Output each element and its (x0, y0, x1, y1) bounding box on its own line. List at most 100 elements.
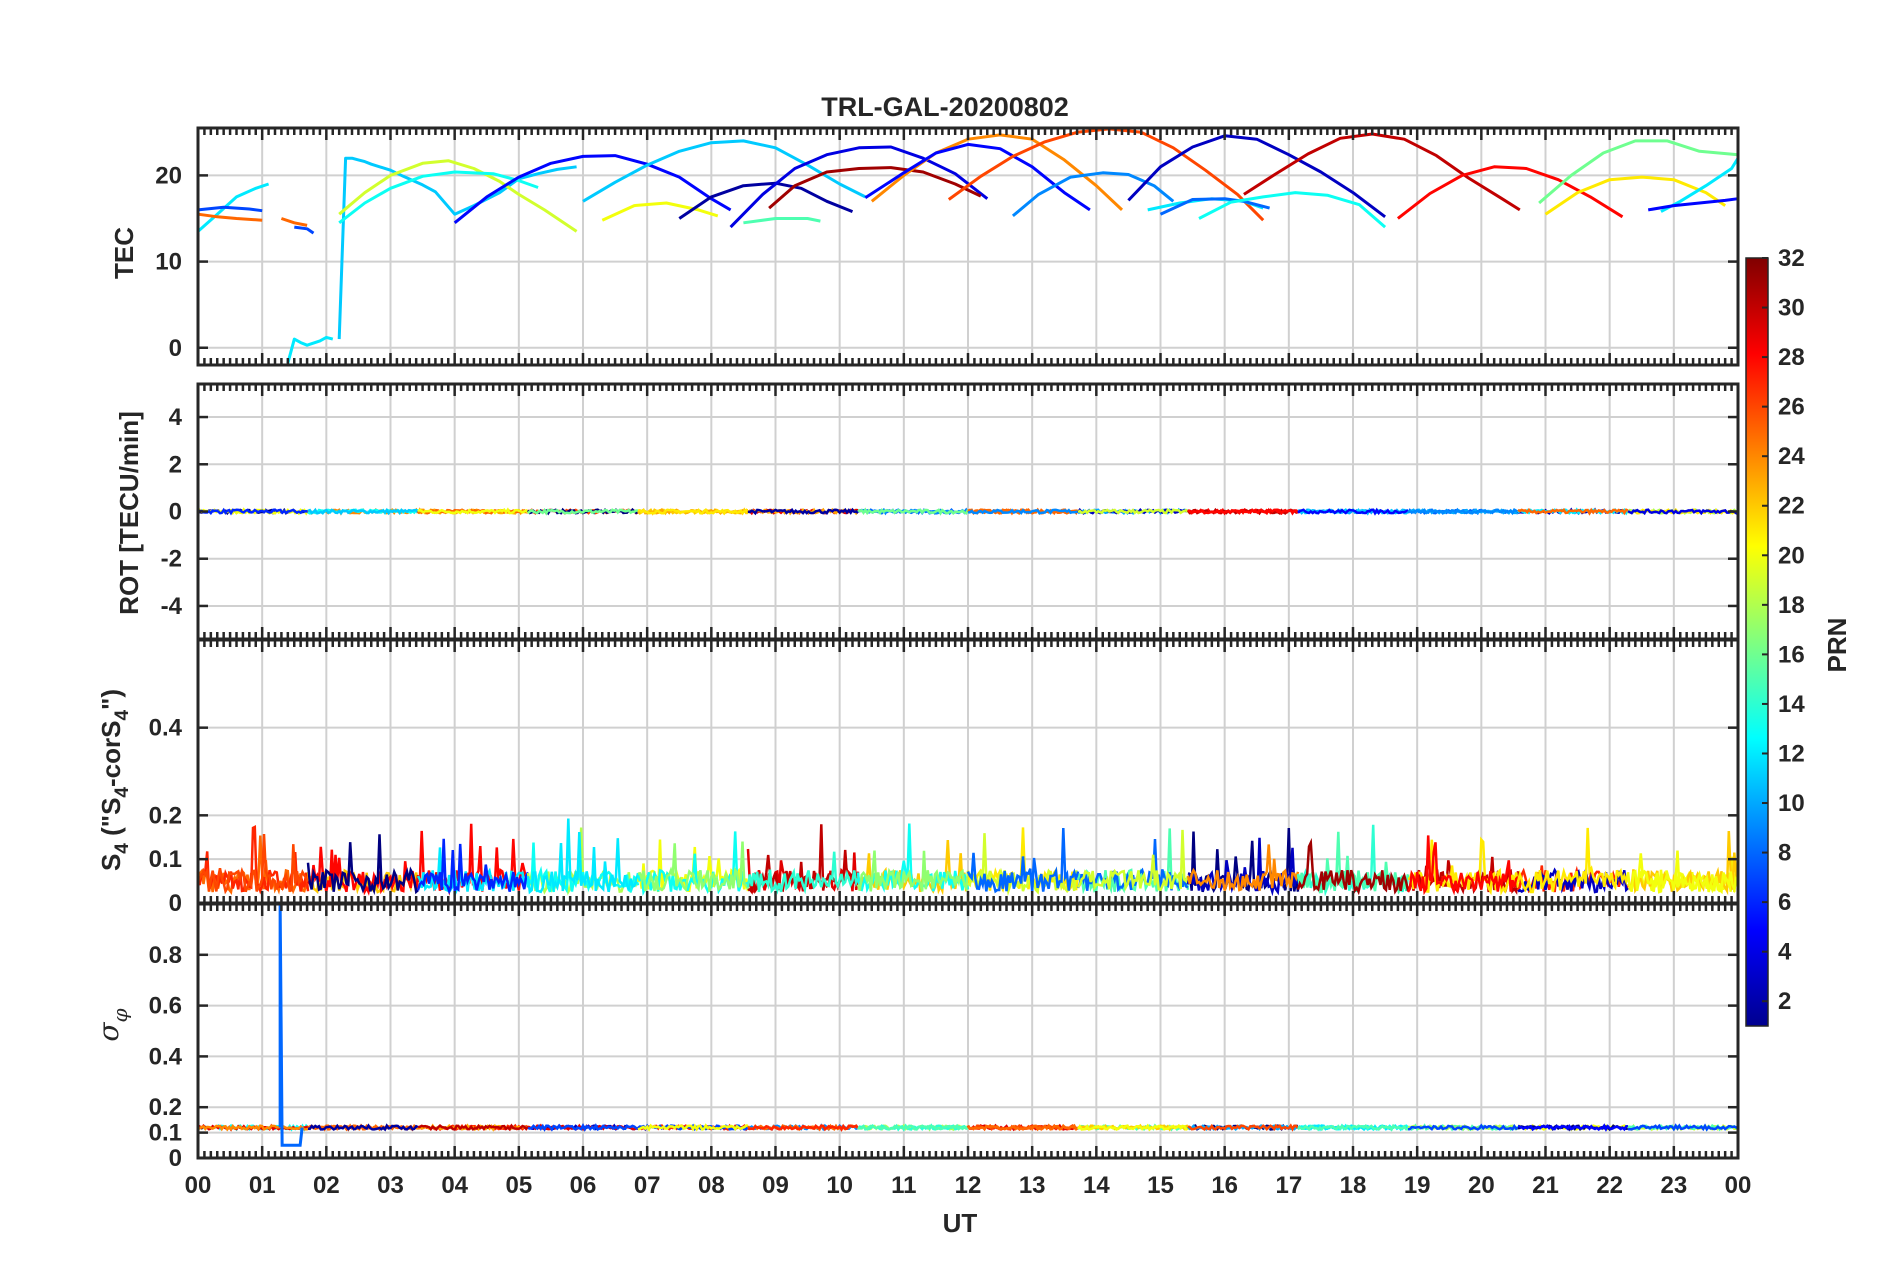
noise-series-line (857, 1123, 969, 1131)
colorbar-gradient (1745, 257, 1769, 1027)
noise-series-line (197, 1123, 309, 1132)
sigma-phi-ytick-labels: 00.10.2 0.4 0.6 0.8 (149, 942, 183, 1172)
y-tick-label: 20 (155, 162, 182, 189)
y-tick-label: 0 (169, 335, 182, 362)
noise-series-line (1187, 508, 1299, 516)
noise-series-line (307, 507, 419, 516)
x-tick-label: 00 (1725, 1172, 1752, 1199)
noise-series-line (747, 507, 859, 516)
noise-series-line (747, 1123, 859, 1132)
noise-series-line (1517, 1123, 1629, 1132)
y-tick-label: 0.1 (149, 1120, 182, 1147)
x-axis-label: UT (943, 1208, 978, 1238)
x-tick-label: 03 (377, 1172, 404, 1199)
colorbar-tick-label: 32 (1778, 245, 1805, 272)
noise-series-line (1076, 1123, 1189, 1132)
sigma-phi-panel: 00.10.2 0.4 0.6 0.8 σφ (92, 902, 1740, 1172)
colorbar-tick-label: 14 (1778, 691, 1805, 718)
noise-series-line (1296, 837, 1410, 896)
tec-panel: 0 10 20 TEC (109, 126, 1740, 367)
colorbar-tick-label: 24 (1778, 443, 1805, 470)
tec-series-line (1011, 171, 1175, 218)
x-tick-label: 21 (1532, 1172, 1559, 1199)
colorbar-tick-label: 16 (1778, 641, 1805, 668)
chart-title: TRL-GAL-20200802 (821, 92, 1069, 122)
tec-series-line (768, 166, 982, 210)
colorbar-tick-label: 6 (1778, 889, 1791, 916)
noise-series-line (306, 834, 419, 896)
noise-series-line (1186, 844, 1300, 892)
x-tick-label: 13 (1019, 1172, 1046, 1199)
y-tick-label: -2 (161, 546, 182, 573)
noise-series-line (1187, 1123, 1300, 1132)
tec-series-line (197, 182, 270, 233)
noise-series-line (1296, 824, 1410, 897)
y-tick-label: 0 (169, 1145, 182, 1172)
tec-series-line (729, 145, 989, 229)
noise-series-line (967, 1123, 1079, 1132)
y-tick-label: 0 (169, 499, 182, 526)
colorbar-tick-label: 28 (1778, 344, 1805, 371)
noise-series-line (196, 833, 310, 895)
noise-series-line (526, 818, 640, 895)
noise-series-line (1407, 1123, 1519, 1131)
noise-series-line (637, 1123, 749, 1132)
noise-series-line (1078, 1123, 1189, 1132)
noise-series-line (1076, 838, 1189, 893)
x-tick-label: 09 (762, 1172, 789, 1199)
x-tick-label: 23 (1660, 1172, 1687, 1199)
colorbar-tick-label: 20 (1778, 542, 1805, 569)
tec-series-line (1538, 139, 1739, 205)
tec-series-line (870, 133, 1124, 211)
tec-frame (196, 126, 1740, 367)
rot-ylabel: ROT [TECU/min] (114, 411, 144, 615)
rot-series (197, 507, 1739, 516)
x-tick-label: 00 (185, 1172, 212, 1199)
colorbar-tick-label: 4 (1778, 939, 1792, 966)
s4-series (196, 818, 1740, 897)
noise-series-line (857, 507, 970, 516)
noise-series-line (746, 851, 860, 895)
noise-series-line (967, 508, 1079, 515)
y-tick-label: 10 (155, 249, 182, 276)
sigma-phi-ylabel: σφ (92, 1008, 132, 1041)
noise-series-line (856, 850, 970, 893)
tec-series-line (286, 335, 334, 364)
colorbar-tick-label: 2 (1778, 988, 1791, 1015)
x-tick-label: 19 (1404, 1172, 1431, 1199)
noise-series-line (197, 825, 310, 895)
noise-series-line (637, 508, 750, 516)
tec-series-line (743, 217, 821, 225)
colorbar-tick-label: 10 (1778, 790, 1805, 817)
rot-panel: -4 -2 0 2 4 ROT [TECU/min] (114, 382, 1740, 641)
x-tick-label: 10 (826, 1172, 853, 1199)
y-tick-label: 0.4 (149, 715, 183, 742)
tec-series-line (197, 205, 263, 213)
colorbar-tick-label: 12 (1778, 740, 1805, 767)
tec-series-line (1159, 197, 1270, 216)
tec-series-line (294, 225, 315, 235)
x-tick-label: 02 (313, 1172, 340, 1199)
y-tick-label: 0 (169, 890, 182, 917)
tec-series-line (337, 156, 577, 340)
noise-series-line (527, 1122, 639, 1132)
tec-series-line (197, 212, 263, 222)
noise-series-line (637, 841, 750, 893)
noise-series-line (1407, 507, 1519, 516)
tec-series-line (338, 159, 578, 233)
sigma-phi-series (197, 903, 1739, 1147)
sigma-phi-frame (196, 902, 1740, 1160)
s4-frame (196, 638, 1740, 905)
tec-grid (198, 128, 1738, 365)
x-tick-label: 08 (698, 1172, 725, 1199)
x-tick-label: 07 (634, 1172, 661, 1199)
x-tick-label: 12 (955, 1172, 982, 1199)
x-tick-label: 16 (1211, 1172, 1238, 1199)
tec-series-line (601, 201, 719, 222)
tec-series-line (453, 154, 732, 224)
x-tick-label: 17 (1275, 1172, 1302, 1199)
x-tick-label: 22 (1596, 1172, 1623, 1199)
tec-series-line (1396, 165, 1624, 220)
noise-series-line (1627, 508, 1739, 516)
